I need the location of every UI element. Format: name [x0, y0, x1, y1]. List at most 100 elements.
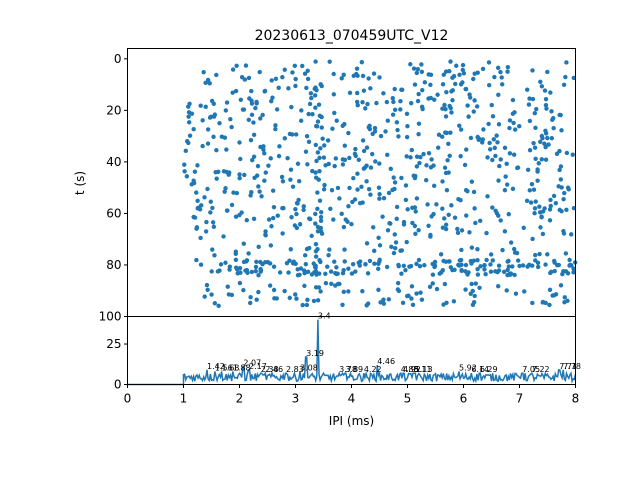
scatter-point	[322, 143, 327, 148]
scatter-point	[425, 202, 430, 207]
scatter-point	[406, 293, 411, 298]
scatter-point	[319, 210, 324, 215]
scatter-point	[495, 140, 500, 145]
scatter-point	[442, 102, 447, 108]
scatter-point	[251, 120, 256, 125]
scatter-point	[462, 162, 468, 168]
scatter-point	[317, 198, 323, 203]
scatter-point	[315, 224, 321, 230]
peak-labels: 3.43.194.462.072.171.421.561.681.88 2.382…	[207, 312, 581, 374]
scatter-point	[210, 205, 215, 211]
scatter-point	[201, 69, 206, 75]
scatter-point	[314, 158, 319, 164]
scatter-point	[561, 196, 566, 202]
scatter-point	[470, 302, 476, 307]
y-axis-ticks: 0 20 40 60 80 100	[99, 52, 128, 324]
scatter-point	[416, 132, 421, 137]
scatter-point	[269, 98, 274, 104]
scatter-point	[394, 120, 400, 125]
scatter-point	[249, 88, 254, 94]
peak-label: 1.68	[222, 364, 240, 373]
scatter-point	[325, 138, 331, 143]
scatter-point	[538, 79, 543, 85]
scatter-point	[340, 123, 345, 128]
scatter-point	[558, 177, 564, 182]
scatter-point	[459, 228, 465, 233]
scatter-point	[410, 220, 415, 226]
scatter-point	[342, 259, 347, 264]
scatter-point	[564, 207, 569, 213]
scatter-point	[505, 259, 510, 264]
scatter-point	[211, 224, 217, 229]
scatter-point	[198, 103, 203, 108]
scatter-point	[313, 59, 318, 64]
scatter-point	[273, 126, 278, 132]
scatter-point	[228, 116, 233, 122]
scatter-point	[365, 301, 371, 306]
scatter-point	[305, 76, 311, 82]
scatter-point	[203, 80, 208, 86]
scatter-point	[209, 98, 215, 104]
scatter-point	[451, 299, 457, 304]
scatter-point	[568, 232, 574, 237]
scatter-point	[422, 263, 427, 268]
scatter-point	[353, 269, 358, 274]
scatter-point	[207, 115, 213, 120]
scatter-point	[428, 72, 434, 78]
scatter-point	[511, 246, 517, 252]
y-tick-label: 0	[114, 378, 122, 392]
scatter-point	[187, 101, 192, 106]
scatter-point	[533, 258, 538, 263]
scatter-point	[208, 210, 213, 215]
peak-label: 6.29	[480, 365, 498, 374]
scatter-point	[449, 110, 454, 115]
scatter-point	[197, 207, 203, 212]
scatter-point	[428, 232, 433, 238]
scatter-point	[277, 144, 282, 149]
scatter-point	[316, 177, 321, 182]
scatter-point	[495, 65, 501, 71]
scatter-point	[254, 259, 259, 265]
scatter-point	[300, 63, 305, 69]
scatter-point	[224, 208, 230, 213]
scatter-point	[492, 145, 497, 151]
scatter-point	[415, 67, 421, 72]
scatter-point	[346, 204, 351, 209]
scatter-point	[219, 134, 225, 139]
scatter-point	[521, 225, 526, 230]
scatter-point	[409, 296, 414, 301]
scatter-point	[551, 115, 556, 121]
scatter-point	[217, 120, 222, 126]
scatter-point	[313, 249, 319, 254]
scatter-point	[442, 165, 448, 170]
scatter-point	[332, 110, 337, 116]
scatter-point	[432, 97, 437, 102]
scatter-point	[485, 155, 490, 160]
scatter-point	[209, 292, 214, 297]
scatter-point	[549, 135, 555, 141]
scatter-point	[307, 245, 312, 251]
scatter-point	[540, 209, 546, 214]
scatter-point	[216, 303, 221, 309]
scatter-point	[186, 120, 192, 125]
scatter-point	[540, 299, 546, 305]
scatter-point	[470, 288, 475, 294]
scatter-point	[340, 302, 345, 307]
scatter-point	[308, 91, 314, 96]
scatter-point	[307, 101, 313, 107]
scatter-point	[194, 257, 199, 263]
scatter-point	[405, 207, 410, 212]
scatter-point	[341, 289, 346, 295]
scatter-point	[504, 161, 509, 167]
scatter-point	[478, 264, 483, 269]
scatter-point	[189, 182, 194, 187]
scatter-point	[354, 66, 360, 71]
scatter-point	[365, 271, 371, 276]
scatter-point	[234, 190, 240, 196]
scatter-point	[458, 197, 463, 203]
scatter-point	[526, 102, 532, 107]
peak-label: 3.19	[306, 349, 324, 358]
scatter-point	[543, 157, 549, 162]
scatter-point	[432, 264, 437, 270]
scatter-point	[322, 182, 327, 188]
